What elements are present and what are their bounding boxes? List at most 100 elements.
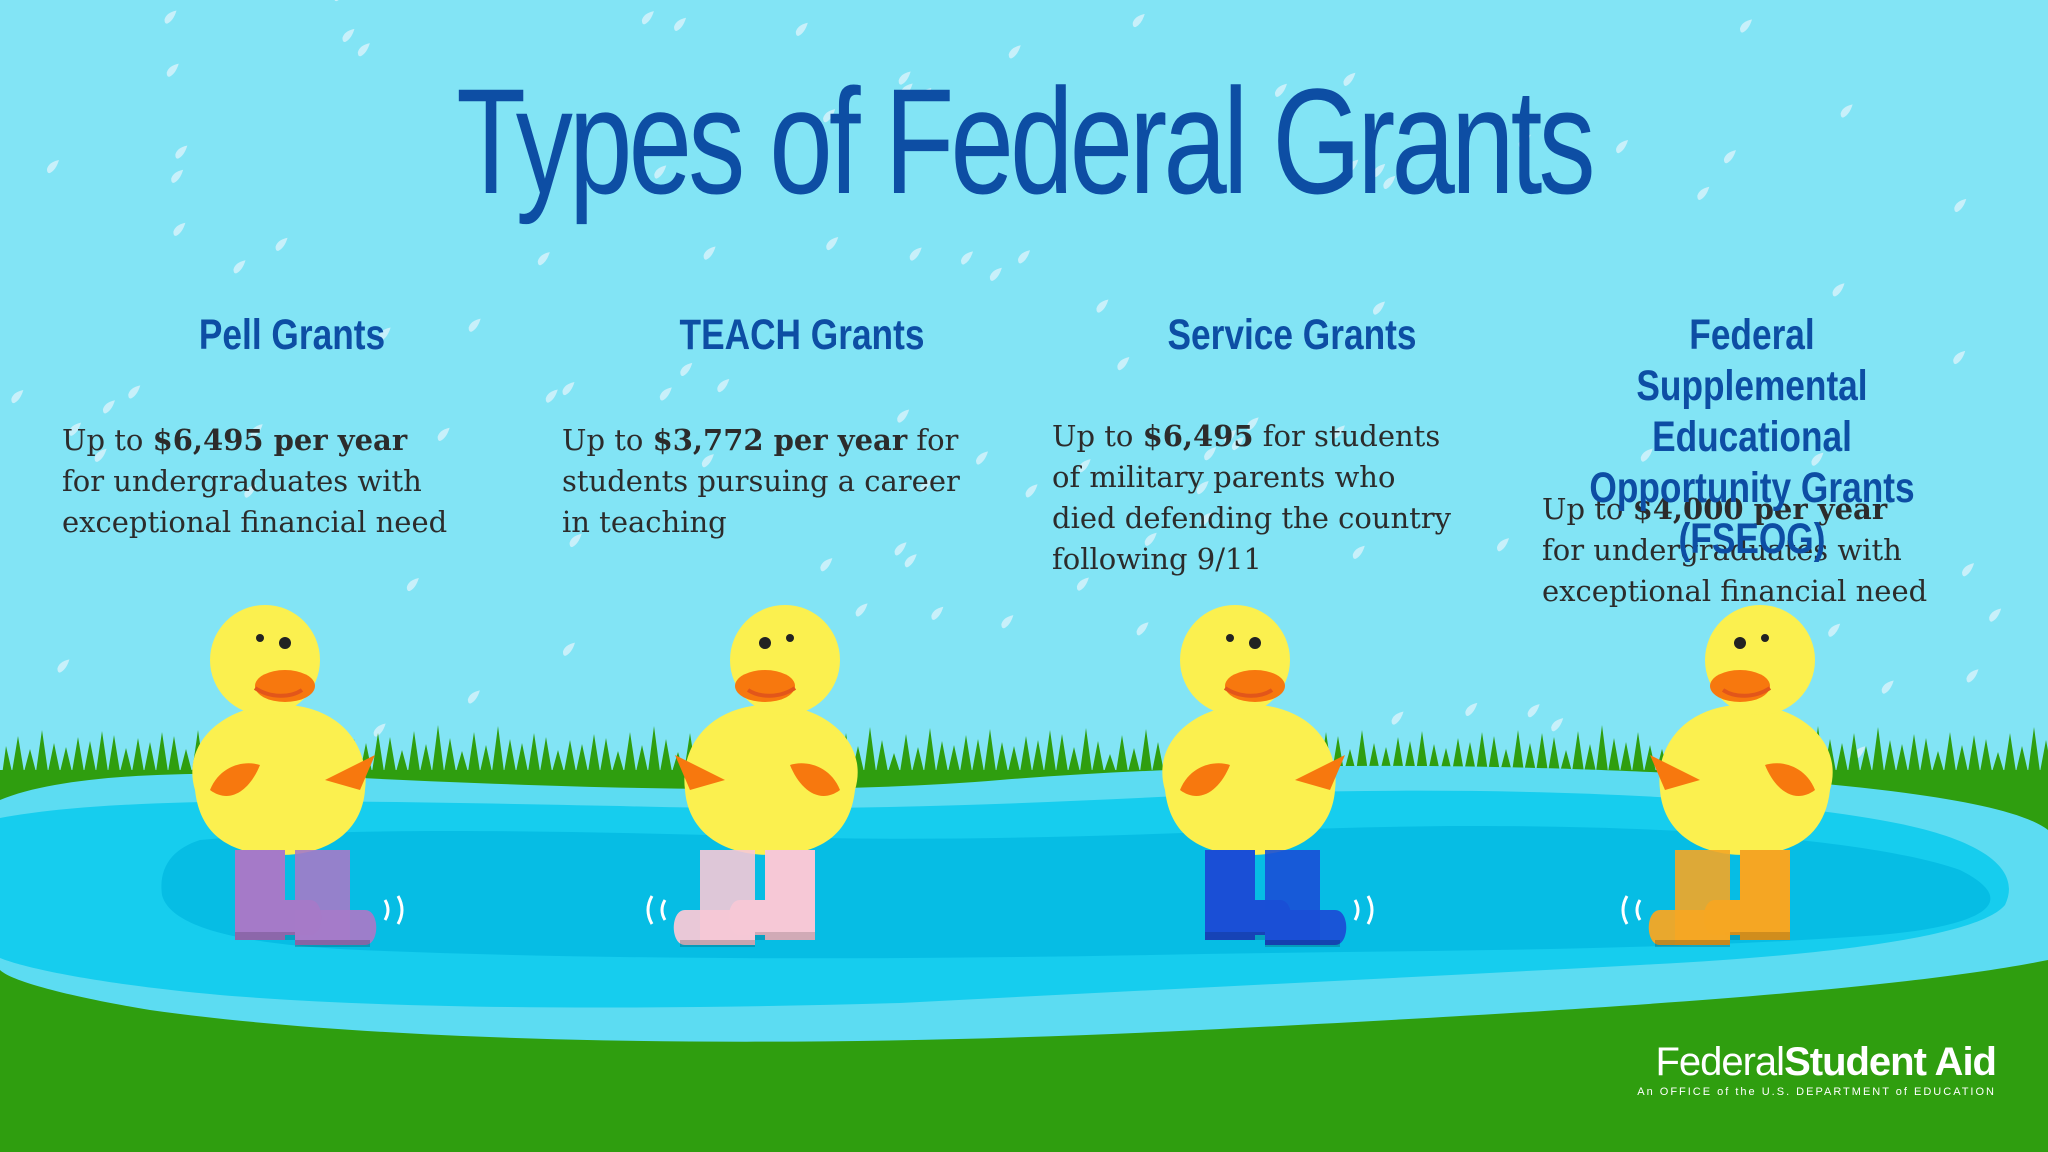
rain-drop-icon (11, 389, 24, 404)
rain-drop-icon (920, 479, 933, 493)
duck-illustration (1162, 605, 1374, 947)
rain-drop-icon (342, 28, 355, 43)
grant-desc-text: Up to (1542, 492, 1633, 526)
rain-drop-icon (175, 145, 188, 159)
rain-drop-icon (406, 578, 419, 592)
rain-drop-icon (537, 252, 550, 266)
rain-drop-icon (919, 88, 932, 102)
rain-drop-icon (1352, 545, 1365, 559)
grant-desc-text: of military parents who (1052, 460, 1396, 494)
rain-drop-icon (569, 533, 582, 548)
rain-drop-icon (1551, 718, 1564, 732)
grant-description: Up to $6,495 per year for undergraduates… (62, 420, 522, 543)
grant-desc-text: in teaching (562, 505, 727, 539)
rain-drop-icon (1527, 704, 1540, 718)
pond-deep-water (161, 825, 1991, 959)
grant-card-teach: TEACH Grants Up to $3,772 per year for s… (562, 310, 1042, 543)
rain-drop-icon (897, 409, 910, 423)
rain-drop-icon (1373, 163, 1386, 178)
rain-drop-icon (931, 606, 944, 620)
rain-drop-icon (1078, 459, 1091, 473)
rain-drop-icon (166, 63, 179, 77)
page-title: Types of Federal Grants (456, 57, 1595, 225)
rain-drop-icon (1383, 175, 1396, 189)
grant-amount: $6,495 per year (152, 423, 408, 457)
rain-drop-icon (703, 246, 716, 260)
rain-drop-icon (1811, 452, 1824, 466)
logo-tagline: An OFFICE of the U.S. DEPARTMENT of EDUC… (1637, 1086, 1996, 1098)
rain-drop-icon (894, 542, 907, 556)
grant-heading: Federal Supplemental Educational Opportu… (1589, 311, 1915, 563)
rain-drop-icon (250, 424, 263, 438)
logo-name-regular: Federal (1655, 1040, 1785, 1084)
grant-description: Up to $4,000 per year for undergraduates… (1542, 489, 2012, 612)
rain-drop-icon (1497, 538, 1510, 552)
rain-drop-icon (659, 387, 672, 401)
rain-drop-icon (233, 260, 246, 274)
rain-drop-icon (795, 22, 808, 36)
rain-drop-icon (1953, 350, 1966, 365)
rain-drop-icon (1616, 140, 1629, 154)
rain-drop-icon (1966, 669, 1979, 683)
grant-desc-text: for students (1253, 419, 1441, 453)
rain-drop-icon (467, 690, 480, 704)
rain-drop-icon (102, 400, 115, 414)
grant-amount: $6,495 (1142, 419, 1254, 453)
logo-wordmark: FederalStudent Aid (1637, 1040, 1997, 1084)
rain-drop-icon (1828, 623, 1841, 637)
grant-card-pell: Pell Grants Up to $6,495 per year for un… (62, 310, 522, 543)
rain-drop-icon (1372, 301, 1385, 315)
grant-desc-text: following 9/11 (1052, 542, 1262, 576)
rain-drop-icon (1954, 198, 1967, 213)
rain-drop-icon (820, 558, 833, 572)
rain-drop-icon (1697, 186, 1710, 200)
grant-description: Up to $6,495 for students of military pa… (1052, 416, 1532, 580)
rain-drop-icon (976, 451, 989, 465)
grant-desc-text: for (907, 423, 959, 457)
rain-drop-icon (373, 723, 386, 737)
logo-name-bold: Student Aid (1784, 1040, 1997, 1084)
rain-drop-icon (1881, 680, 1894, 694)
grant-desc-text: students pursuing a career (562, 464, 960, 498)
rain-drop-icon (164, 10, 177, 24)
rain-drop-icon (717, 379, 730, 393)
rain-drop-icon (1739, 19, 1752, 33)
rain-drop-icon (1132, 13, 1145, 28)
rain-drop-icon (898, 71, 911, 85)
grant-card-fseog: Federal Supplemental Educational Opportu… (1542, 310, 2012, 612)
rain-drop-icon (1196, 481, 1209, 495)
rain-drop-icon (437, 427, 450, 441)
rain-drop-icon (680, 362, 693, 377)
rain-drop-icon (654, 165, 667, 179)
grant-desc-text: Up to (562, 423, 653, 457)
rain-drop-icon (1246, 417, 1259, 431)
grant-desc-text: for undergraduates with (62, 464, 422, 498)
rain-drop-icon (57, 659, 70, 673)
duck-illustration (1621, 605, 1833, 947)
rain-drop-icon (1018, 250, 1031, 264)
rain-drop-icon (909, 247, 922, 261)
rain-drop-icon (1025, 484, 1038, 498)
rain-drop-icon (69, 422, 82, 436)
rain-drop-icon (128, 385, 141, 399)
rain-drop-icon (562, 642, 575, 656)
federal-student-aid-logo: FederalStudent Aid An OFFICE of the U.S.… (1637, 1040, 1997, 1098)
grant-desc-text: exceptional financial need (1542, 574, 1928, 608)
rain-drop-icon (674, 17, 687, 31)
grant-card-service: Service Grants Up to $6,495 for students… (1052, 310, 1532, 580)
grant-desc-text: Up to (62, 423, 153, 457)
rain-drop-icon (1076, 577, 1089, 591)
rain-drop-icon (275, 237, 288, 251)
rain-drop-icon (1332, 425, 1345, 439)
rain-drop-icon (1224, 429, 1237, 444)
rain-drop-icon (1136, 622, 1149, 636)
rain-drop-icon (334, 0, 339, 2)
rain-drop-icon (173, 222, 186, 236)
grant-desc-text: exceptional financial need (62, 505, 448, 539)
rain-drop-icon (1465, 702, 1478, 717)
rain-drop-icon (1391, 711, 1404, 725)
rain-drop-icon (1204, 447, 1217, 461)
rain-drop-icon (1008, 45, 1021, 59)
duck-illustration (192, 605, 404, 947)
